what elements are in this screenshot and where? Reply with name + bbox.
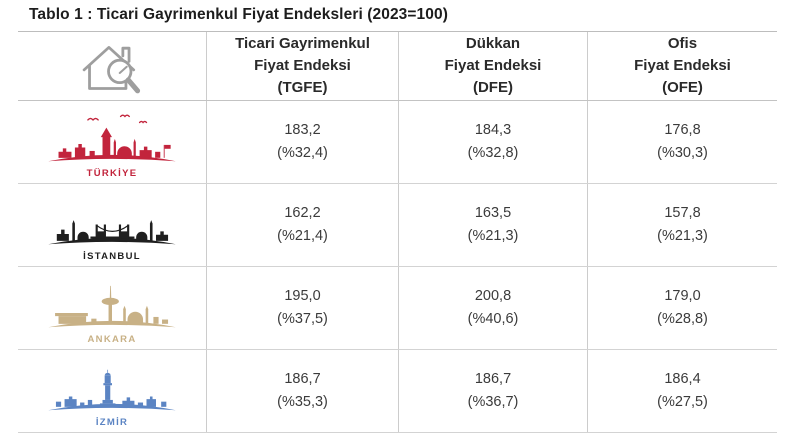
index-change: (%21,4) — [277, 228, 328, 244]
dfe-cell: 184,3 (%32,8) — [399, 101, 588, 183]
table-title: Tablo 1 : Ticari Gayrimenkul Fiyat Endek… — [29, 6, 448, 23]
header-icon-cell — [18, 32, 207, 100]
dfe-cell: 186,7 (%36,7) — [399, 350, 588, 432]
index-change: (%27,5) — [657, 394, 708, 410]
table-header-row: Ticari Gayrimenkul Fiyat Endeksi (TGFE) … — [18, 32, 777, 101]
city-label: TÜRKİYE — [86, 168, 138, 179]
city-cell-izmir: İZMİR — [18, 350, 207, 432]
index-change: (%40,6) — [467, 311, 519, 327]
index-change: (%36,7) — [467, 394, 519, 410]
istanbul-skyline-icon — [48, 220, 176, 245]
tgfe-cell: 195,0 (%37,5) — [207, 267, 399, 349]
index-change: (%32,8) — [467, 145, 519, 161]
house-magnifier-icon — [82, 46, 141, 94]
index-value: 163,5 — [474, 205, 512, 221]
index-change: (%37,5) — [277, 311, 328, 327]
column-header-tgfe: Ticari Gayrimenkul Fiyat Endeksi (TGFE) — [207, 32, 399, 100]
index-value: 186,4 — [664, 371, 701, 387]
index-change: (%30,3) — [657, 145, 708, 161]
table-row-istanbul: İSTANBUL 162,2 (%21,4) 163,5 (%21,3) 157… — [18, 184, 777, 267]
ofe-cell: 176,8 (%30,3) — [588, 101, 777, 183]
index-value: 176,8 — [664, 122, 701, 138]
index-value: 195,0 — [284, 288, 321, 304]
city-cell-istanbul: İSTANBUL — [18, 184, 207, 266]
ankara-skyline-icon — [48, 285, 176, 328]
city-label: İSTANBUL — [83, 251, 141, 262]
price-index-table: Ticari Gayrimenkul Fiyat Endeksi (TGFE) … — [18, 31, 777, 433]
table-row-izmir: İZMİR 186,7 (%35,3) 186,7 (%36,7) 186,4 … — [18, 350, 777, 433]
city-cell-turkiye: TÜRKİYE — [18, 101, 207, 183]
table-row-ankara: ANKARA 195,0 (%37,5) 200,8 (%40,6) 179,0… — [18, 267, 777, 350]
izmir-skyline-icon — [48, 369, 176, 411]
ofe-cell: 186,4 (%27,5) — [588, 350, 777, 432]
turkiye-skyline-icon — [48, 114, 176, 162]
ofe-cell: 157,8 (%21,3) — [588, 184, 777, 266]
index-value: 186,7 — [284, 371, 321, 387]
index-value: 183,2 — [284, 122, 321, 138]
index-value: 184,3 — [474, 122, 512, 138]
tgfe-cell: 162,2 (%21,4) — [207, 184, 399, 266]
city-cell-ankara: ANKARA — [18, 267, 207, 349]
ofe-cell: 179,0 (%28,8) — [588, 267, 777, 349]
index-value: 162,2 — [284, 205, 321, 221]
city-label: İZMİR — [95, 417, 129, 428]
tgfe-cell: 186,7 (%35,3) — [207, 350, 399, 432]
index-value: 186,7 — [474, 371, 512, 387]
index-change: (%28,8) — [657, 311, 708, 327]
column-header-dfe: Dükkan Fiyat Endeksi (DFE) — [399, 32, 588, 100]
table-row-turkiye: TÜRKİYE 183,2 (%32,4) 184,3 (%32,8) 176,… — [18, 101, 777, 184]
column-header-ofe: Ofis Fiyat Endeksi (OFE) — [634, 35, 731, 96]
dfe-cell: 200,8 (%40,6) — [399, 267, 588, 349]
index-value: 157,8 — [664, 205, 701, 221]
dfe-cell: 163,5 (%21,3) — [399, 184, 588, 266]
tgfe-cell: 183,2 (%32,4) — [207, 101, 399, 183]
index-change: (%32,4) — [277, 145, 328, 161]
index-value: 179,0 — [664, 288, 701, 304]
city-label: ANKARA — [87, 334, 137, 345]
index-change: (%21,3) — [657, 228, 708, 244]
index-change: (%21,3) — [467, 228, 519, 244]
index-change: (%35,3) — [277, 394, 328, 410]
index-value: 200,8 — [474, 288, 512, 304]
report-page: Tablo 1 : Ticari Gayrimenkul Fiyat Endek… — [18, 6, 777, 433]
